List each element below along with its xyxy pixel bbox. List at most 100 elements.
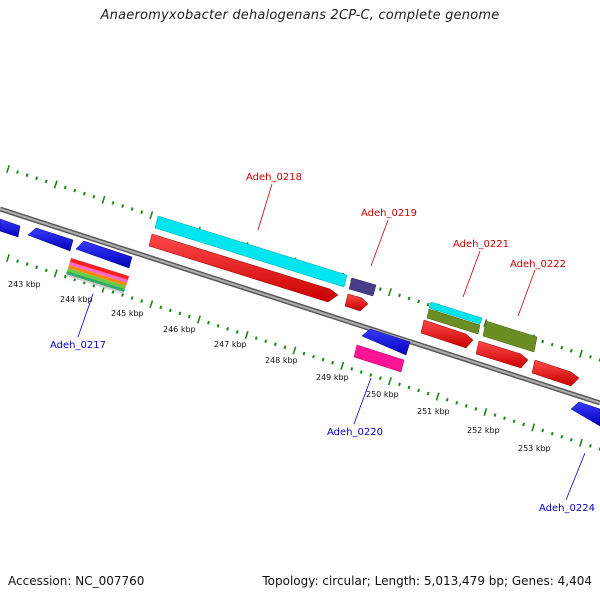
minor-tick bbox=[273, 342, 277, 347]
minor-tick bbox=[464, 403, 468, 408]
gene-arrow-forward[interactable] bbox=[420, 319, 474, 349]
gene-label-adeh-0220[interactable]: Adeh_0220 bbox=[327, 427, 383, 438]
minor-tick bbox=[168, 308, 172, 313]
genome-title: Anaeromyxobacter dehalogenans 2CP-C, com… bbox=[100, 8, 500, 23]
scale-label: 250 kbp bbox=[366, 390, 399, 399]
minor-tick bbox=[589, 355, 592, 359]
minor-tick bbox=[63, 185, 67, 190]
minor-tick bbox=[178, 311, 182, 316]
minor-tick bbox=[589, 444, 592, 448]
major-tick bbox=[483, 407, 488, 417]
label-leader-lines bbox=[77, 183, 586, 501]
scale-label: 251 kbp bbox=[417, 407, 450, 416]
minor-tick bbox=[25, 262, 29, 267]
gene-arrow-forward[interactable] bbox=[531, 359, 580, 387]
reverse-strand-genes bbox=[0, 218, 133, 269]
gene-arrow-forward[interactable] bbox=[344, 293, 369, 312]
gene-arrow-reverse[interactable] bbox=[75, 240, 133, 269]
minor-tick bbox=[254, 336, 258, 340]
genome-summary-label: Topology: circular; Length: 5,013,479 bp… bbox=[262, 574, 592, 588]
gene-arrow-forward[interactable] bbox=[475, 340, 529, 369]
minor-tick bbox=[216, 323, 220, 328]
minor-tick bbox=[25, 173, 29, 178]
minor-tick bbox=[407, 296, 411, 301]
gene-adeh-0219-feature[interactable] bbox=[348, 277, 377, 297]
minor-tick bbox=[493, 413, 497, 417]
gene-adeh-0222-band[interactable] bbox=[482, 320, 538, 353]
minor-tick bbox=[44, 179, 48, 184]
gene-label-adeh-0219[interactable]: Adeh_0219 bbox=[361, 208, 417, 219]
gene-adeh-0221-band-cyan[interactable] bbox=[428, 301, 483, 325]
gene-labels: Adeh_0218 Adeh_0219 Adeh_0221 Adeh_0222 … bbox=[50, 172, 595, 514]
major-tick bbox=[387, 288, 392, 297]
gene-label-adeh-0217[interactable]: Adeh_0217 bbox=[50, 340, 106, 351]
gene-label-adeh-0221[interactable]: Adeh_0221 bbox=[453, 239, 509, 250]
gene-arrow-reverse[interactable] bbox=[361, 328, 411, 356]
scale-label: 248 kbp bbox=[265, 356, 298, 365]
major-tick bbox=[292, 346, 297, 355]
minor-tick bbox=[235, 330, 239, 334]
major-tick bbox=[578, 438, 583, 447]
major-tick bbox=[149, 211, 154, 220]
minor-tick bbox=[455, 400, 459, 405]
minor-tick bbox=[426, 391, 430, 396]
minor-tick bbox=[130, 296, 134, 300]
minor-tick bbox=[331, 360, 335, 365]
minor-tick bbox=[111, 290, 115, 294]
minor-tick bbox=[226, 326, 230, 331]
major-tick bbox=[435, 392, 440, 401]
minor-tick bbox=[541, 339, 545, 344]
gene-adeh-0221-band-olive[interactable] bbox=[426, 308, 481, 335]
major-tick bbox=[244, 330, 249, 340]
minor-tick bbox=[16, 170, 19, 174]
minor-tick bbox=[44, 268, 48, 273]
minor-tick bbox=[283, 345, 287, 350]
minor-tick bbox=[264, 339, 268, 344]
minor-tick bbox=[35, 176, 39, 181]
minor-tick bbox=[121, 293, 125, 297]
minor-tick bbox=[407, 385, 411, 390]
minor-tick bbox=[16, 259, 19, 263]
minor-tick bbox=[321, 357, 325, 362]
scale-label: 246 kbp bbox=[163, 325, 196, 334]
minor-tick bbox=[73, 188, 77, 193]
gene-arrow-reverse[interactable] bbox=[570, 401, 600, 427]
gene-adeh-0220-feature[interactable] bbox=[353, 344, 405, 373]
minor-tick bbox=[503, 416, 506, 421]
minor-tick bbox=[398, 293, 401, 298]
scale-label: 244 kbp bbox=[60, 295, 93, 304]
minor-tick bbox=[140, 299, 144, 304]
minor-tick bbox=[569, 437, 573, 442]
minor-tick bbox=[159, 305, 163, 310]
minor-tick bbox=[522, 422, 526, 427]
minor-tick bbox=[130, 207, 134, 211]
scale-label: 243 kbp bbox=[8, 280, 41, 289]
genome-backbone bbox=[0, 206, 600, 406]
minor-tick bbox=[111, 201, 115, 205]
accession-label: Accession: NC_007760 bbox=[8, 574, 145, 588]
gene-adeh-0218-band[interactable] bbox=[154, 215, 348, 288]
gene-arrow-reverse[interactable] bbox=[27, 227, 74, 252]
scale-label: 249 kbp bbox=[316, 373, 349, 382]
gene-label-adeh-0218[interactable]: Adeh_0218 bbox=[246, 172, 302, 183]
minor-tick bbox=[82, 191, 86, 196]
minor-tick bbox=[369, 373, 373, 377]
minor-tick bbox=[302, 351, 306, 356]
gene-arrow-reverse[interactable] bbox=[0, 218, 21, 238]
scale-label: 253 kbp bbox=[518, 444, 551, 453]
scale-label: 247 kbp bbox=[214, 340, 247, 349]
major-tick bbox=[578, 349, 583, 358]
gene-label-adeh-0222[interactable]: Adeh_0222 bbox=[510, 259, 566, 270]
gene-adeh-0218-arrow[interactable] bbox=[148, 233, 339, 303]
minor-tick bbox=[512, 419, 516, 424]
minor-tick bbox=[35, 265, 39, 270]
minor-tick bbox=[187, 314, 191, 319]
gene-adeh-0217-feature[interactable] bbox=[66, 258, 129, 294]
lower-tick-track bbox=[6, 253, 600, 451]
minor-tick bbox=[569, 348, 573, 353]
minor-tick bbox=[560, 434, 564, 439]
scale-label: 252 kbp bbox=[467, 426, 500, 435]
minor-tick bbox=[121, 204, 125, 208]
gene-label-adeh-0224[interactable]: Adeh_0224 bbox=[539, 503, 595, 514]
